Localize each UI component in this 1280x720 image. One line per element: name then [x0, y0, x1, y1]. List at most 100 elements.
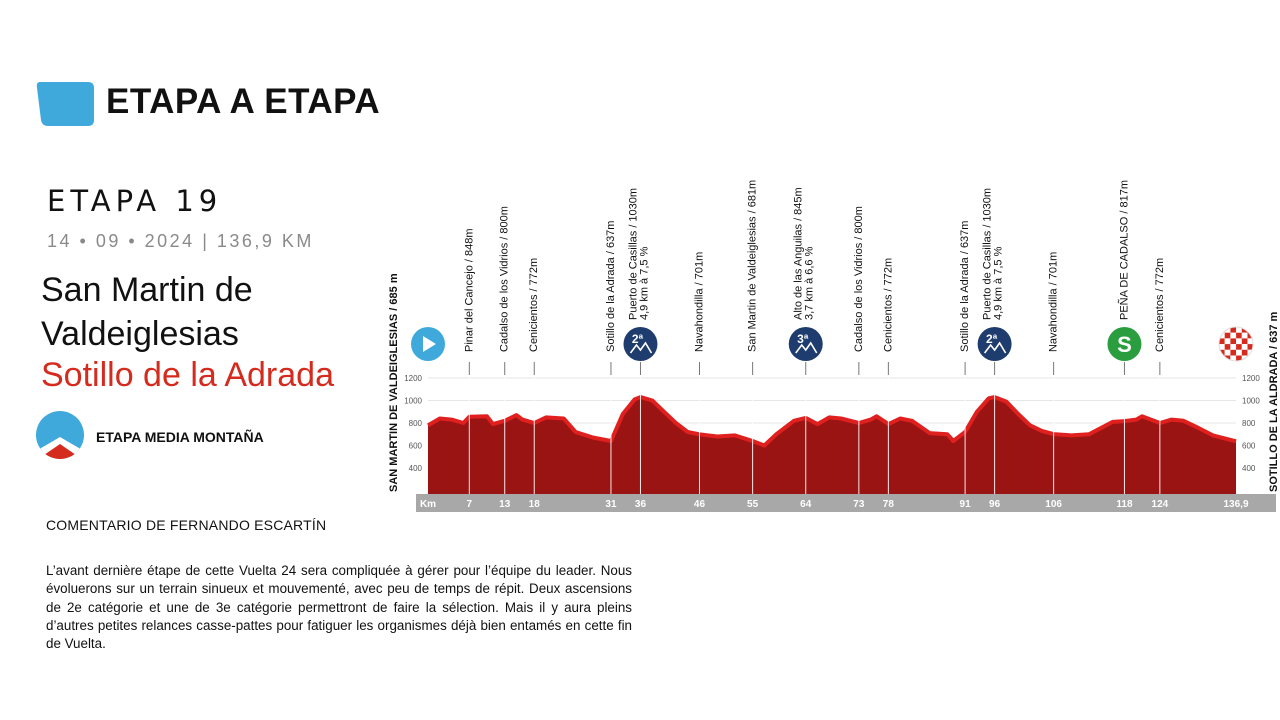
waypoint-km-label: 55 [747, 499, 759, 510]
checker-cell [1219, 332, 1225, 339]
checker-cell [1230, 344, 1237, 350]
y-tick-label-right: 800 [1242, 419, 1256, 428]
checker-cell [1236, 332, 1242, 339]
waypoint-label: PEÑA DE CADALSO / 817m [1117, 180, 1130, 320]
badge-circle [623, 327, 658, 361]
waypoint-km-label: 13 [499, 499, 511, 510]
y-tick-label-left: 600 [409, 442, 423, 451]
checker-cell [1230, 355, 1237, 361]
play-glyph [423, 336, 436, 352]
y-tick-label-right: 1000 [1242, 397, 1260, 406]
waypoint-label: Cenicientos / 772m [882, 258, 894, 352]
finish-city: Sotillo de la Adrada [41, 356, 334, 394]
checker-cell [1236, 349, 1242, 356]
waypoint-label: Cadalso de los Vidrios / 800m [853, 206, 865, 352]
waypoint-label: Cenicientos / 772m [1154, 258, 1166, 352]
badge-text: S [1117, 332, 1132, 357]
waypoint-km-label: 64 [800, 499, 812, 510]
checker-cell [1241, 332, 1248, 339]
checker-cell [1230, 327, 1237, 333]
mountain-glyph [795, 341, 818, 354]
profile-svg: 400 400 600 600 800 800 1000 1000 1200 1200 Km 136,… [388, 180, 1280, 512]
medium-mountain-icon [36, 411, 84, 459]
stage-type-label: ETAPA MEDIA MONTAÑA [96, 429, 264, 445]
km-axis-label: Km [420, 499, 436, 510]
y-tick-label-right: 1200 [1242, 374, 1260, 383]
checker-cell [1219, 344, 1225, 350]
checker-cell [1247, 344, 1253, 350]
waypoint-km-label: 124 [1152, 499, 1169, 510]
checker-cell [1224, 332, 1231, 339]
waypoint-label: Navahondilla / 701m [1048, 252, 1060, 352]
waypoint-label: Pinar del Cancejo / 848m [463, 228, 475, 352]
elevation-profile-chart: 400 400 600 600 800 800 1000 1000 1200 1200 Km 136,… [380, 140, 1280, 520]
waypoint-label: Alto de las Anguilas / 845m [793, 187, 805, 320]
y-tick-label-right: 400 [1242, 464, 1256, 473]
start-city: San Martin de Valdeiglesias [41, 271, 253, 353]
comment-title: COMENTARIO DE FERNANDO ESCARTÍN [46, 517, 327, 533]
waypoint-km-label: 118 [1116, 499, 1133, 510]
mountain-glyph [983, 341, 1007, 354]
climb-category-icon: 2ª [623, 327, 658, 361]
checker-cell [1224, 349, 1231, 356]
elevation-edge [427, 395, 1237, 448]
checker-cell [1219, 338, 1225, 345]
checker-cell [1224, 338, 1231, 345]
waypoint-km-label: 96 [989, 499, 1001, 510]
comment-body: L’avant dernière étape de cette Vuelta 2… [46, 563, 632, 652]
waypoint-sublabel: 4,9 km à 7,5 % [993, 246, 1005, 320]
checker-cell [1230, 349, 1237, 356]
km-total-label: 136,9 [1223, 499, 1248, 510]
checker-cell [1241, 338, 1248, 345]
y-tick-label-left: 400 [409, 464, 423, 473]
checker-cell [1230, 332, 1237, 339]
sprint-badge-icon: S [1107, 327, 1142, 361]
waypoint-km-label: 7 [467, 499, 473, 510]
waypoint-km-label: 91 [960, 499, 972, 510]
stage-date-distance: 14 • 09 • 2024 | 136,9 KM [47, 231, 314, 251]
brand-logo-icon [36, 82, 94, 126]
checker-cell [1236, 344, 1242, 350]
y-tick-label-left: 800 [409, 419, 423, 428]
checker-cell [1241, 344, 1248, 350]
waypoint-label: San Martin de Valdeiglesias / 681m [747, 180, 759, 352]
y-tick-label-left: 1000 [404, 397, 422, 406]
climb-category-icon: 3ª [788, 327, 823, 361]
y-tick-label-right: 600 [1242, 442, 1256, 451]
badge-text: 2ª [632, 332, 644, 346]
waypoint-label: Navahondilla / 701m [693, 252, 705, 352]
checker-cell [1236, 338, 1242, 345]
badge-text: 2ª [986, 332, 998, 346]
checker-cell [1224, 344, 1231, 350]
waypoint-km-label: 78 [883, 499, 895, 510]
play-arrow-icon [411, 327, 445, 361]
checker-cell [1247, 338, 1253, 345]
checker-cell [1230, 338, 1237, 345]
stage-number: ETAPA 19 [47, 184, 223, 218]
waypoint-km-label: 31 [605, 499, 617, 510]
checker-cell [1236, 327, 1242, 333]
checker-cell [1241, 349, 1248, 356]
finish-ring [1218, 326, 1254, 362]
checker-cell [1224, 327, 1231, 333]
climb-category-icon: 2ª [977, 327, 1012, 361]
badge-circle [1107, 327, 1142, 361]
mountain-glyph [629, 341, 653, 354]
waypoint-km-label: 46 [694, 499, 706, 510]
waypoint-km-label: 73 [853, 499, 865, 510]
waypoint-label: Sotillo de la Adrada / 637m [959, 221, 971, 352]
waypoint-km-label: 106 [1045, 499, 1062, 510]
waypoint-km-label: 36 [635, 499, 647, 510]
checkered-flag-icon [1218, 326, 1254, 362]
waypoint-label: Puerto de Casillas / 1030m [627, 188, 639, 320]
badge-text: 3ª [797, 332, 809, 346]
waypoint-label: Puerto de Casillas / 1030m [982, 188, 994, 320]
waypoint-km-label: 18 [529, 499, 541, 510]
elevation-area [428, 397, 1236, 494]
waypoint-sublabel: 4,9 km à 7,5 % [638, 246, 650, 320]
page-title: ETAPA A ETAPA [106, 82, 381, 121]
waypoint-label: Cadalso de los Vidrios / 800m [499, 206, 511, 352]
start-elevation-label: SAN MARTIN DE VALDEIGLESIAS / 685 m [388, 273, 400, 492]
waypoint-label: Cenicientos / 772m [528, 258, 540, 352]
waypoint-sublabel: 3,7 km à 6,6 % [804, 246, 816, 320]
